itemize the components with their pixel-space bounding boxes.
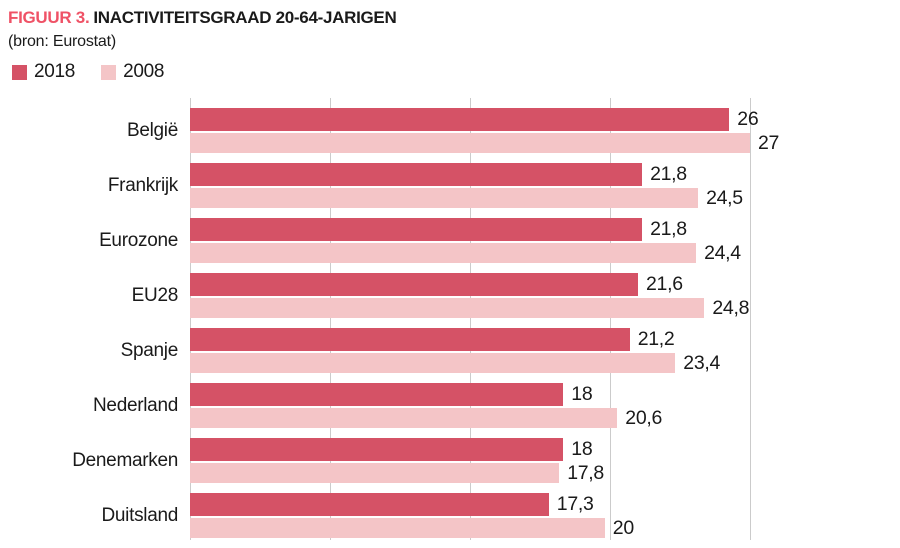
gridline-2 [470, 98, 471, 540]
value-label-2018-duitsland: 17,3 [556, 493, 594, 515]
bar-2008-frankrijk [190, 188, 699, 208]
category-label-denemarken: Denemarken [72, 450, 178, 471]
bar-2018-spanje [190, 328, 630, 351]
bar-2018-eu28 [190, 273, 638, 296]
bar-2018-frankrijk [190, 163, 643, 186]
value-label-2008-spanje: 23,4 [683, 352, 721, 374]
value-label-2008-eu28: 24,8 [712, 297, 750, 319]
bar-chart: België Frankrijk Eurozone EU28 Spanje Nederla… [0, 98, 900, 540]
category-label-spanje: Spanje [120, 340, 179, 361]
gridline-0 [190, 98, 191, 540]
category-label-nederland: Nederland [93, 395, 178, 416]
gridline-1 [330, 98, 331, 540]
figure-title: INACTIVITEITSGRAAD 20-64-JARIGEN [93, 8, 397, 27]
value-label-2018-belgi-: 26 [737, 108, 759, 130]
figure-header: FIGUUR 3. INACTIVITEITSGRAAD 20-64-JARIGE… [8, 8, 397, 51]
figure-label: FIGUUR 3. [8, 8, 90, 27]
bar-2008-nederland [190, 408, 618, 428]
bar-2018-belgi- [190, 108, 730, 131]
bar-2008-eurozone [190, 243, 697, 263]
value-label-2008-nederland: 20,6 [625, 407, 663, 429]
bar-2008-duitsland [190, 518, 605, 538]
legend-swatch-2008-icon [101, 64, 117, 80]
value-label-2008-duitsland: 20 [612, 517, 634, 539]
bar-2008-belgi- [190, 133, 750, 153]
category-label-eu28: EU28 [131, 285, 179, 306]
value-label-2018-denemarken: 18 [571, 438, 593, 460]
value-label-2008-eurozone: 24,4 [704, 242, 741, 264]
bar-2018-denemarken [190, 438, 564, 461]
value-label-2008-belgi-: 27 [758, 132, 780, 154]
bar-2008-eu28 [190, 298, 705, 318]
plot-area: 26 27 21,8 24,5 21,8 24,4 21,6 24,8 21,2 23,4 18 20… [190, 98, 900, 540]
gridline-4 [750, 98, 751, 540]
category-label-eurozone: Eurozone [99, 230, 178, 251]
category-label-frankrijk: Frankrijk [107, 175, 178, 196]
value-label-2018-eurozone: 21,8 [650, 218, 687, 240]
value-label-2018-spanje: 21,2 [637, 328, 675, 350]
legend-label-2018: 2018 [34, 61, 76, 82]
figure-source: (bron: Eurostat) [8, 33, 116, 50]
legend: 2018 2008 [12, 61, 190, 83]
bar-2018-duitsland [190, 493, 549, 516]
bar-2018-eurozone [190, 218, 643, 241]
legend-label-2008: 2008 [123, 61, 165, 82]
bar-2008-denemarken [190, 463, 560, 483]
gridline-3 [610, 98, 611, 540]
value-label-2018-frankrijk: 21,8 [650, 163, 687, 185]
bar-2008-spanje [190, 353, 676, 373]
value-label-2008-denemarken: 17,8 [567, 462, 604, 484]
category-axis: België Frankrijk Eurozone EU28 Spanje Nederla… [0, 98, 178, 540]
value-label-2018-nederland: 18 [571, 383, 593, 405]
value-label-2008-frankrijk: 24,5 [706, 187, 743, 209]
category-label-belgi-: België [126, 120, 178, 141]
category-label-duitsland: Duitsland [101, 505, 178, 526]
figure-title-line: FIGUUR 3. INACTIVITEITSGRAAD 20-64-JARIGE… [8, 8, 397, 28]
legend-item-2008: 2008 [101, 61, 164, 83]
value-label-2018-eu28: 21,6 [646, 273, 683, 295]
legend-item-2018: 2018 [12, 61, 75, 83]
legend-swatch-2018-icon [12, 64, 27, 80]
bar-2018-nederland [190, 383, 564, 406]
